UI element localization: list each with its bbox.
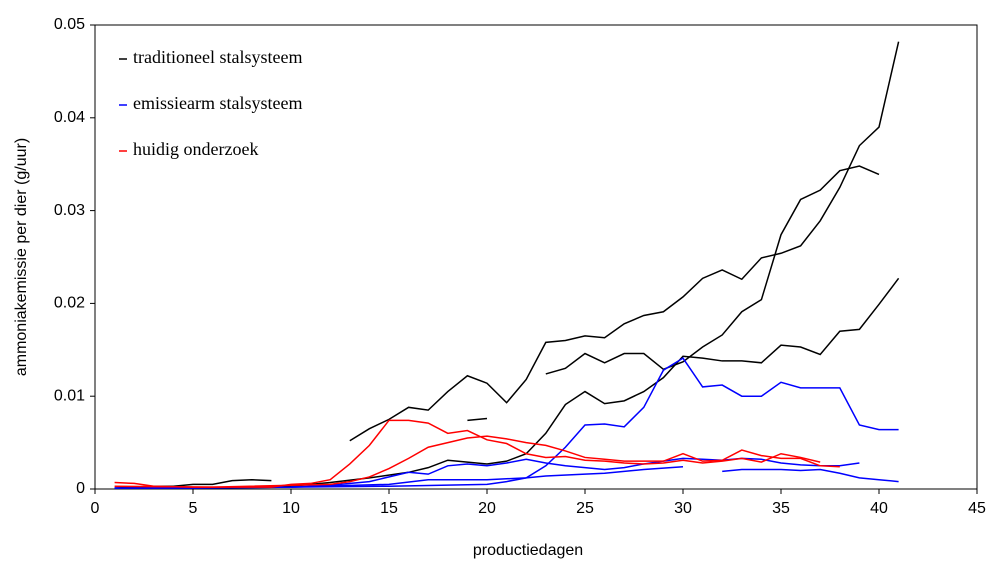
x-tick-label: 5	[189, 500, 198, 517]
series-line	[114, 435, 840, 488]
x-tick-label: 0	[91, 500, 100, 517]
y-tick-label: 0.02	[54, 295, 85, 312]
x-tick-label: 20	[478, 500, 496, 517]
series-line	[467, 417, 488, 422]
legend: traditioneel stalsysteem emissiearm stals…	[119, 47, 302, 159]
series-line	[545, 165, 880, 375]
y-tick-label: 0.05	[54, 16, 85, 33]
series-line	[114, 465, 684, 489]
x-tick-label: 40	[870, 500, 888, 517]
series-line	[114, 419, 821, 488]
x-axis-label: productiedagen	[473, 542, 583, 559]
x-tick-label: 10	[282, 500, 300, 517]
x-tick-label: 25	[576, 500, 594, 517]
series-line	[114, 277, 900, 489]
x-tick-label: 35	[772, 500, 790, 517]
x-tick-label: 45	[968, 500, 986, 517]
series-line	[290, 457, 860, 488]
y-axis-label: ammoniakemissie per dier (g/uur)	[13, 138, 30, 376]
y-tick-label: 0.03	[54, 202, 85, 219]
x-tick-label: 15	[380, 500, 398, 517]
plot-frame	[94, 24, 978, 490]
x-tick-label: 30	[674, 500, 692, 517]
legend-label: huidig onderzoek	[133, 139, 258, 159]
legend-label: emissiearm stalsysteem	[133, 93, 302, 113]
series-line	[722, 468, 899, 483]
y-tick-label: 0.01	[54, 387, 85, 404]
series-line	[349, 41, 900, 442]
y-tick-label: 0.04	[54, 109, 85, 126]
legend-label: traditioneel stalsysteem	[133, 47, 302, 67]
series-line	[114, 357, 899, 489]
y-tick-label: 0	[76, 480, 85, 497]
